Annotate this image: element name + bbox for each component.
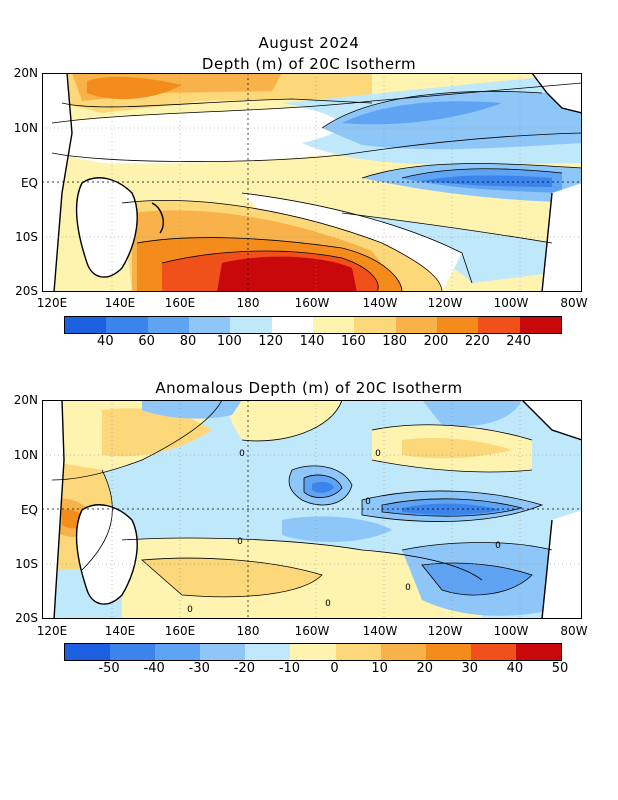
colorbar-label: 160 <box>340 334 366 349</box>
colorbar-label: 60 <box>138 334 155 349</box>
colorbar-swatch <box>230 317 272 333</box>
lon-label: 180 <box>236 624 260 638</box>
lon-label: 100W <box>493 296 529 310</box>
lat-label: 10S <box>15 557 38 571</box>
colorbar-label: 240 <box>506 334 532 349</box>
lon-label: 140E <box>104 624 136 638</box>
colorbar-swatch <box>106 317 148 333</box>
colorbar-label: 80 <box>179 334 197 349</box>
lon-label: 160W <box>294 296 330 310</box>
contour-label: 0 <box>365 497 371 507</box>
colorbar-swatch <box>188 317 231 333</box>
lon-label: 100W <box>493 624 529 638</box>
lon-label: 120W <box>427 624 463 638</box>
colorbar-label: -10 <box>278 661 301 676</box>
colorbar-label: 40 <box>506 661 524 676</box>
colorbar-label: 100 <box>216 334 242 349</box>
colorbar-label: 30 <box>461 661 479 676</box>
lat-label: 20S <box>15 611 38 625</box>
contour-label: 0 <box>375 449 381 459</box>
lat-label: 10N <box>13 121 38 135</box>
colorbar-label: -30 <box>188 661 210 676</box>
depth-map <box>42 73 582 292</box>
lat-label: 10N <box>13 448 38 462</box>
colorbar-swatch <box>470 644 516 660</box>
anomaly-map: 0 0 0 0 0 0 0 0 <box>42 400 582 619</box>
lon-label: 160W <box>294 624 330 638</box>
lon-label: 140W <box>362 624 398 638</box>
colorbar-swatch <box>478 317 520 333</box>
month-title: August 2024 <box>258 34 360 52</box>
lat-label: 20N <box>13 393 38 407</box>
colorbar-label: 140 <box>299 334 325 349</box>
colorbar-swatch <box>380 644 426 660</box>
colorbar-label: 50 <box>551 661 569 676</box>
colorbar-swatch <box>354 317 396 333</box>
anomaly-colorbar <box>64 643 562 661</box>
depth-colorbar <box>64 316 562 334</box>
contour-label: 0 <box>405 583 411 593</box>
colorbar-label: 220 <box>464 334 490 349</box>
colorbar-label: -50 <box>98 661 120 676</box>
colorbar-label: 120 <box>258 334 284 349</box>
lat-label: 20S <box>15 284 38 298</box>
lon-label: 180 <box>236 296 260 310</box>
colorbar-swatch <box>515 644 562 660</box>
colorbar-swatch <box>425 644 471 660</box>
colorbar-swatch <box>200 644 246 660</box>
colorbar-label: 180 <box>382 334 408 349</box>
colorbar-swatch <box>110 644 156 660</box>
colorbar-label: 40 <box>97 334 114 349</box>
depth-map-title: Depth (m) of 20C Isotherm <box>201 55 417 73</box>
colorbar-label: -40 <box>143 661 165 676</box>
lon-label: 120E <box>36 296 68 310</box>
lat-label: 20N <box>13 66 38 80</box>
colorbar-swatch <box>271 317 313 333</box>
contour-label: 0 <box>237 537 243 547</box>
lat-label: EQ <box>20 503 38 517</box>
lon-label: 120E <box>36 624 68 638</box>
lon-label: 160E <box>164 296 196 310</box>
colorbar-swatch <box>436 317 479 333</box>
colorbar-swatch <box>65 644 111 660</box>
lon-label: 80W <box>560 296 588 310</box>
colorbar-label: 0 <box>330 661 339 676</box>
colorbar-swatch <box>290 644 336 660</box>
colorbar-label: -20 <box>233 661 255 676</box>
contour-label: 0 <box>239 449 245 459</box>
contour-label: 0 <box>187 605 193 615</box>
colorbar-swatch <box>65 317 107 333</box>
colorbar-swatch <box>312 317 355 333</box>
lon-label: 80W <box>560 624 588 638</box>
lat-label: EQ <box>20 176 38 190</box>
colorbar-label: 200 <box>423 334 449 349</box>
colorbar-swatch <box>395 317 437 333</box>
lon-label: 140W <box>362 296 398 310</box>
colorbar-swatch <box>147 317 189 333</box>
lon-label: 140E <box>104 296 136 310</box>
contour-label: 0 <box>495 541 501 551</box>
colorbar-swatch <box>245 644 291 660</box>
colorbar-label: 10 <box>371 661 388 676</box>
colorbar-swatch <box>519 317 561 333</box>
colorbar-swatch <box>335 644 381 660</box>
anomaly-map-title: Anomalous Depth (m) of 20C Isotherm <box>155 379 463 397</box>
lon-label: 160E <box>164 624 196 638</box>
lat-label: 10S <box>15 230 38 244</box>
colorbar-swatch <box>155 644 201 660</box>
colorbar-label: 20 <box>416 661 433 676</box>
lon-label: 120W <box>427 296 463 310</box>
contour-label: 0 <box>325 599 331 609</box>
